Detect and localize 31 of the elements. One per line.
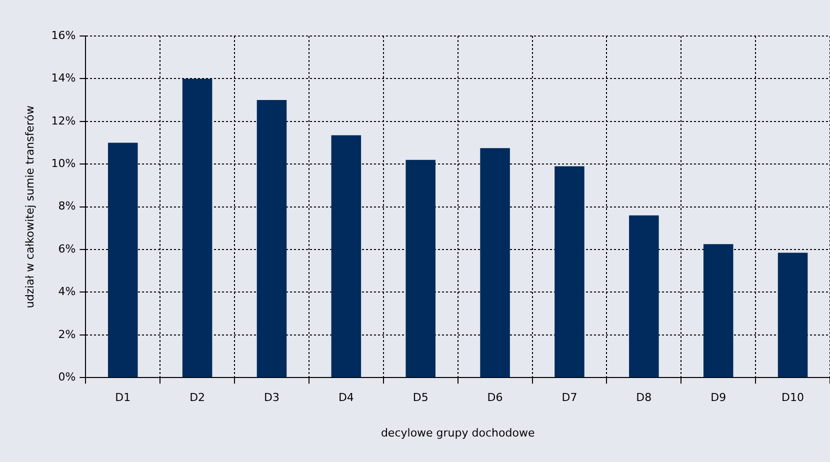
x-tick-label: D10 <box>782 391 804 404</box>
x-axis-title: decylowe grupy dochodowe <box>380 426 535 440</box>
bar <box>406 160 436 378</box>
bar <box>480 148 510 378</box>
x-tick-label: D3 <box>264 391 280 404</box>
bar <box>182 78 212 378</box>
y-tick-label: 8% <box>58 200 76 213</box>
y-tick-label: 6% <box>58 242 76 256</box>
y-tick-label: 16% <box>51 28 76 42</box>
x-tick-label: D1 <box>115 391 131 404</box>
bar <box>108 142 138 378</box>
bar <box>703 244 734 378</box>
y-axis-title: udział w całkowitej sumie transferów <box>23 105 36 308</box>
x-tick-label: D6 <box>487 391 503 404</box>
y-tick-label: 4% <box>58 285 76 298</box>
y-tick-label: 0% <box>58 370 76 384</box>
x-tick-label: D2 <box>190 391 206 404</box>
x-tick-label: D4 <box>338 391 354 404</box>
x-tick-label: D5 <box>412 391 428 404</box>
bar <box>331 135 362 378</box>
x-tick-label: D9 <box>710 391 726 404</box>
bar <box>778 252 808 378</box>
bar <box>629 215 659 378</box>
x-tick-label: D7 <box>562 391 578 404</box>
y-tick-label: 12% <box>51 114 76 128</box>
bar <box>256 100 287 378</box>
bar <box>554 166 584 378</box>
x-tick-label: D8 <box>636 391 652 404</box>
y-tick-label: 14% <box>51 72 76 85</box>
y-tick-label: 10% <box>51 156 76 170</box>
y-tick-label: 2% <box>58 328 76 341</box>
